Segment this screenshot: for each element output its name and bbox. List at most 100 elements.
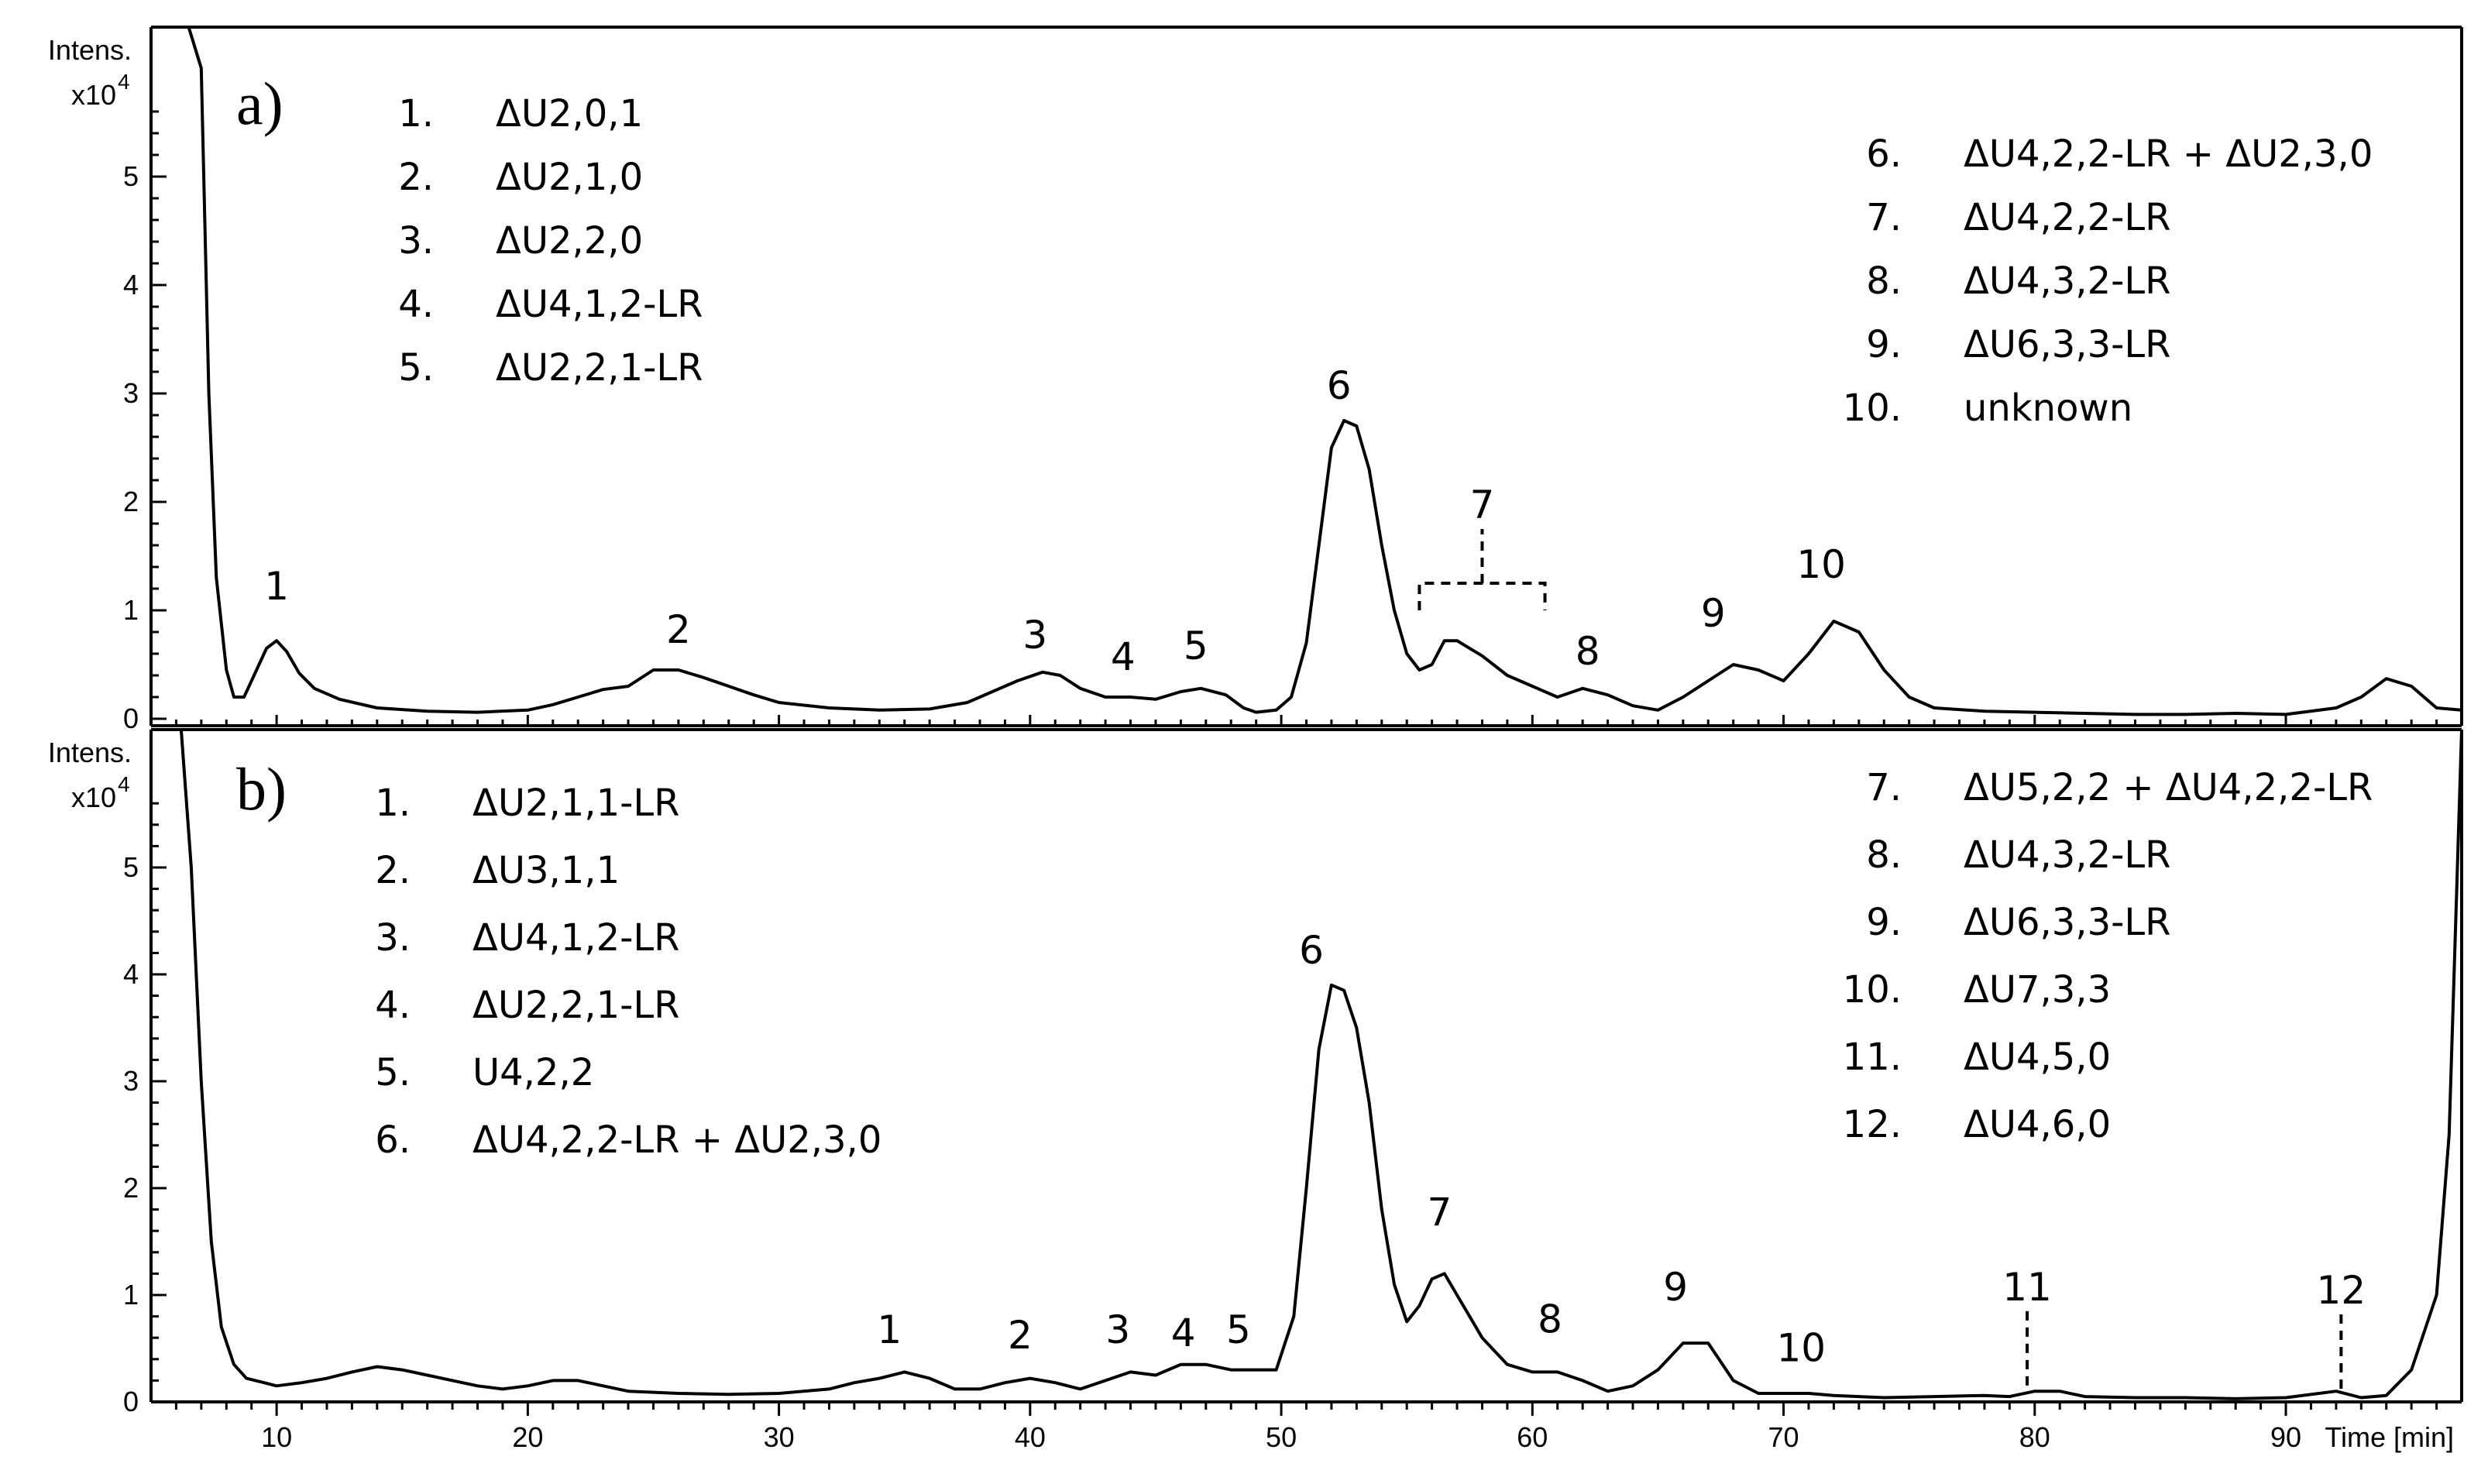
peak-label: 7: [1427, 1190, 1452, 1235]
x-tick-label: 90: [2270, 1421, 2301, 1453]
peak-label: 10: [1776, 1326, 1826, 1371]
legend-entry: ΔU5,2,2 + ΔU4,2,2-LR: [1964, 766, 2373, 809]
legend-entry: ΔU4,1,2-LR: [496, 283, 703, 326]
x-axis-label: Time [min]: [2325, 1421, 2454, 1453]
peak-label: 10: [1796, 542, 1846, 587]
y-tick-label: 0: [123, 702, 139, 734]
legend-number: 6.: [375, 1118, 411, 1162]
legend-entry: ΔU4,3,2-LR: [1964, 259, 2171, 303]
panel-label: a): [236, 70, 284, 137]
peak-label: 4: [1171, 1311, 1196, 1355]
legend-entry: ΔU4,3,2-LR: [1964, 833, 2171, 877]
legend-entry: ΔU2,2,0: [496, 219, 643, 263]
peak-label: 6: [1299, 928, 1324, 973]
legend-number: 11.: [1843, 1036, 1902, 1079]
peak-7-bracket: [1418, 582, 1547, 610]
legend-entry: ΔU2,1,1-LR: [473, 782, 680, 825]
legend-number: 4.: [375, 984, 411, 1027]
legend-number: 10.: [1843, 386, 1902, 430]
legend-number: 5.: [375, 1051, 411, 1094]
legend-entry: ΔU4,2,2-LR + ΔU2,3,0: [473, 1118, 881, 1162]
y-tick-label: 1: [123, 594, 139, 626]
legend-number: 10.: [1843, 968, 1902, 1012]
legend-entry: ΔU4,2,2-LR + ΔU2,3,0: [1964, 132, 2373, 176]
peak-label: 5: [1226, 1307, 1251, 1352]
y-tick-label: 2: [123, 486, 139, 517]
legend-entry: ΔU4,6,0: [1964, 1103, 2111, 1146]
peak-label: 8: [1538, 1297, 1562, 1341]
peak-label: 4: [1111, 634, 1136, 679]
x-tick-label: 30: [764, 1421, 795, 1453]
peak-label: 11: [2002, 1265, 2052, 1310]
legend-number: 8.: [1866, 833, 1902, 877]
chromatogram-trace: [187, 26, 2462, 716]
peak-label: 7: [1470, 483, 1495, 527]
legend-number: 3.: [398, 219, 434, 263]
legend-number: 7.: [1866, 196, 1902, 239]
y-axis-exponent: 4: [118, 70, 130, 94]
y-tick-label: 0: [123, 1386, 139, 1417]
peak-label: 3: [1022, 613, 1047, 658]
peak-label: 1: [877, 1307, 902, 1352]
peak-label: 9: [1701, 591, 1726, 636]
peak-label: 5: [1184, 623, 1208, 668]
y-tick-label: 5: [123, 160, 139, 192]
peak-label: 12: [2317, 1268, 2366, 1313]
panel-label: b): [236, 755, 287, 823]
legend-entry: ΔU4,1,2-LR: [473, 916, 680, 960]
y-tick-label: 2: [123, 1172, 139, 1204]
y-tick-label: 5: [123, 851, 139, 883]
legend-entry: ΔU4,5,0: [1964, 1036, 2111, 1079]
peak-label: 2: [666, 607, 691, 652]
legend-number: 4.: [398, 283, 434, 326]
y-tick-label: 3: [123, 377, 139, 409]
legend-entry: U4,2,2: [473, 1051, 594, 1094]
x-tick-label: 40: [1015, 1421, 1046, 1453]
legend-entry: ΔU2,0,1: [496, 92, 643, 136]
x-tick-label: 10: [261, 1421, 292, 1453]
y-axis-exponent: 4: [118, 772, 130, 796]
legend-number: 3.: [375, 916, 411, 960]
peak-label: 8: [1576, 629, 1600, 674]
y-tick-label: 4: [123, 269, 139, 301]
legend-entry: ΔU7,3,3: [1964, 968, 2111, 1012]
peak-label: 2: [1008, 1313, 1033, 1358]
legend-number: 8.: [1866, 259, 1902, 303]
legend-entry: ΔU3,1,1: [473, 849, 620, 892]
y-tick-label: 3: [123, 1065, 139, 1097]
legend-number: 2.: [398, 156, 434, 199]
peak-label: 1: [264, 564, 289, 609]
legend-number: 1.: [375, 782, 411, 825]
y-axis-label: Intens.: [48, 737, 132, 768]
x-tick-label: 80: [2019, 1421, 2050, 1453]
x-tick-label: 20: [512, 1421, 543, 1453]
peak-label: 9: [1663, 1265, 1688, 1310]
y-axis-multiplier: x10: [71, 79, 116, 111]
legend-entry: ΔU4,2,2-LR: [1964, 196, 2171, 239]
legend-number: 1.: [398, 92, 434, 136]
legend-entry: ΔU2,2,1-LR: [496, 346, 703, 390]
legend-number: 5.: [398, 346, 434, 390]
y-axis-multiplier: x10: [71, 782, 116, 813]
y-axis-label: Intens.: [48, 34, 132, 66]
legend-number: 12.: [1843, 1103, 1902, 1146]
peak-label: 6: [1327, 363, 1352, 408]
legend-number: 9.: [1866, 901, 1902, 944]
x-tick-label: 70: [1768, 1421, 1799, 1453]
y-tick-label: 1: [123, 1279, 139, 1311]
legend-number: 7.: [1866, 766, 1902, 809]
y-tick-label: 4: [123, 958, 139, 990]
legend-number: 9.: [1866, 323, 1902, 366]
legend-number: 6.: [1866, 132, 1902, 176]
legend-number: 2.: [375, 849, 411, 892]
chromatogram-trace: [179, 729, 2463, 1400]
legend-entry: ΔU2,2,1-LR: [473, 984, 680, 1027]
legend-entry: ΔU6,3,3-LR: [1964, 901, 2171, 944]
x-tick-label: 60: [1517, 1421, 1548, 1453]
legend-entry: unknown: [1964, 386, 2132, 430]
x-tick-label: 50: [1266, 1421, 1297, 1453]
legend-entry: ΔU6,3,3-LR: [1964, 323, 2171, 366]
